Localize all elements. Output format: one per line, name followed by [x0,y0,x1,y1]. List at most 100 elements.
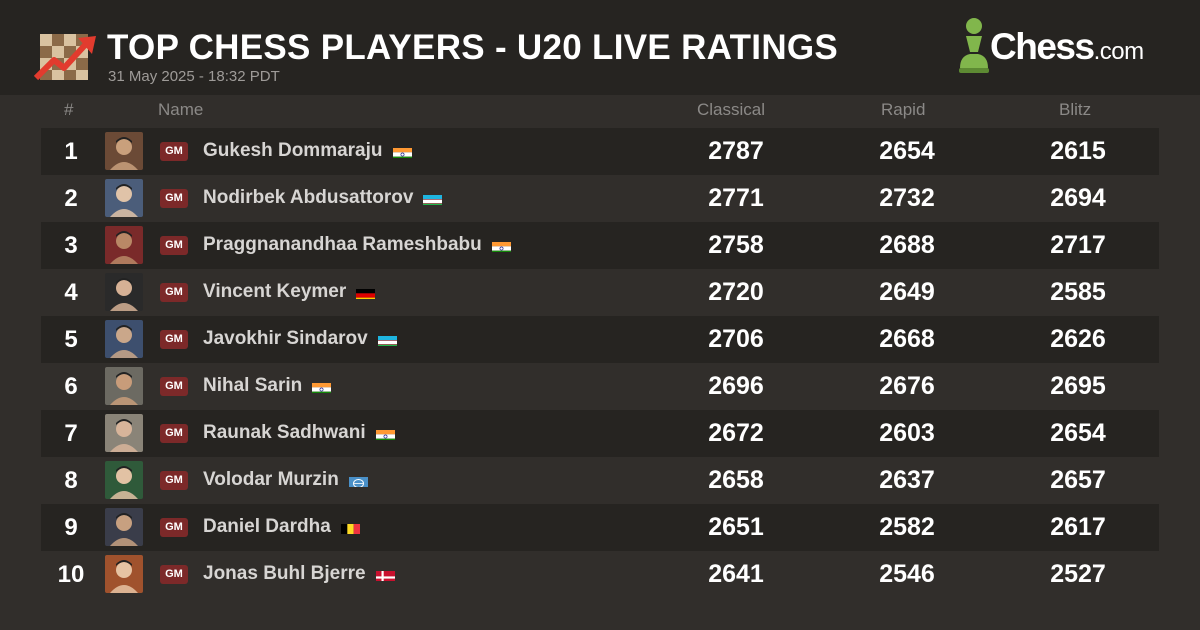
title-badge: GM [160,565,188,584]
country-flag-icon [491,239,511,252]
player-rank: 7 [64,420,78,447]
classical-rating: 2696 [708,372,764,400]
avatar [105,555,143,593]
player-rank: 2 [64,185,78,212]
page-title: TOP CHESS PLAYERS - U20 LIVE RATINGS [107,28,839,67]
title-badge: GM [160,189,188,208]
player-name[interactable]: Nihal Sarin [203,375,332,397]
column-header-blitz: Blitz [1059,100,1092,119]
country-flag-icon [377,333,397,346]
country-flag-icon [423,192,443,205]
classical-rating: 2651 [708,513,764,541]
title-badge: GM [160,283,188,302]
blitz-rating: 2717 [1050,231,1106,259]
rapid-rating: 2649 [879,278,935,306]
avatar [105,367,143,405]
classical-rating: 2787 [708,137,764,165]
blitz-rating: 2654 [1050,419,1106,447]
avatar [105,320,143,358]
title-badge: GM [160,471,188,490]
country-flag-icon [340,521,360,534]
table-row[interactable]: 9 GM Daniel Dardha 2651 2582 2617 [41,504,1159,551]
timestamp: 31 May 2025 - 18:32 PDT [108,68,280,85]
title-badge: GM [160,518,188,537]
title-badge: GM [160,424,188,443]
classical-rating: 2706 [708,325,764,353]
player-rank: 1 [64,138,78,165]
player-name[interactable]: Praggnanandhaa Rameshbabu [203,234,511,256]
classical-rating: 2720 [708,278,764,306]
player-name[interactable]: Javokhir Sindarov [203,328,397,350]
player-name-label: Nodirbek Abdusattorov [203,187,414,208]
country-flag-icon [356,286,376,299]
title-badge: GM [160,142,188,161]
player-name-label: Javokhir Sindarov [203,328,368,349]
player-name[interactable]: Vincent Keymer [203,281,376,303]
player-name[interactable]: Raunak Sadhwani [203,422,395,444]
column-header-classical: Classical [697,100,766,119]
table-row[interactable]: 10 GM Jonas Buhl Bjerre 2641 2546 2527 [41,551,1159,598]
brand-suffix: .com [1093,38,1145,65]
blitz-rating: 2695 [1050,372,1106,400]
blitz-rating: 2617 [1050,513,1106,541]
blitz-rating: 2657 [1050,466,1106,494]
table-row[interactable]: 7 GM Raunak Sadhwani 2672 2603 2654 [41,410,1159,457]
player-name-label: Volodar Murzin [203,469,339,490]
player-name[interactable]: Nodirbek Abdusattorov [203,187,443,209]
blitz-rating: 2585 [1050,278,1106,306]
trend-chart-icon [34,34,96,81]
table-row[interactable]: 6 GM Nihal Sarin 2696 2676 2695 [41,363,1159,410]
brand-logo[interactable]: Chess.com [990,26,1144,68]
avatar [105,273,143,311]
player-rank: 9 [64,514,78,541]
player-name[interactable]: Jonas Buhl Bjerre [203,563,395,585]
player-rank: 4 [64,279,78,306]
player-name[interactable]: Daniel Dardha [203,516,360,538]
player-name-label: Praggnanandhaa Rameshbabu [203,234,482,255]
table-row[interactable]: 4 GM Vincent Keymer 2720 2649 2585 [41,269,1159,316]
rapid-rating: 2582 [879,513,935,541]
classical-rating: 2641 [708,560,764,588]
table-row[interactable]: 5 GM Javokhir Sindarov 2706 2668 2626 [41,316,1159,363]
rapid-rating: 2676 [879,372,935,400]
table-row[interactable]: 2 GM Nodirbek Abdusattorov 2771 2732 269… [41,175,1159,222]
avatar [105,226,143,264]
table-row[interactable]: 3 GM Praggnanandhaa Rameshbabu 2758 2688… [41,222,1159,269]
title-badge: GM [160,377,188,396]
player-rank: 3 [64,232,78,259]
column-header-rank: # [64,100,74,119]
rapid-rating: 2546 [879,560,935,588]
avatar [105,179,143,217]
table-row[interactable]: 8 GM Volodar Murzin 2658 2637 2657 [41,457,1159,504]
blitz-rating: 2694 [1050,184,1106,212]
player-name[interactable]: Volodar Murzin [203,469,368,491]
avatar [105,132,143,170]
rapid-rating: 2654 [879,137,935,165]
player-name-label: Nihal Sarin [203,375,303,396]
rapid-rating: 2603 [879,419,935,447]
avatar [105,508,143,546]
blitz-rating: 2615 [1050,137,1106,165]
brand-name: Chess [990,26,1095,67]
column-header-name: Name [158,100,204,119]
country-flag-icon [392,145,412,158]
avatar [105,414,143,452]
country-flag-icon [312,380,332,393]
pawn-icon [959,18,989,73]
player-name-label: Gukesh Dommaraju [203,140,383,161]
rapid-rating: 2668 [879,325,935,353]
classical-rating: 2771 [708,184,764,212]
player-name-label: Raunak Sadhwani [203,422,366,443]
table-row[interactable]: 1 GM Gukesh Dommaraju 2787 2654 2615 [41,128,1159,175]
player-name[interactable]: Gukesh Dommaraju [203,140,412,162]
rapid-rating: 2688 [879,231,935,259]
rapid-rating: 2637 [879,466,935,494]
classical-rating: 2758 [708,231,764,259]
player-rank: 5 [64,326,78,353]
blitz-rating: 2626 [1050,325,1106,353]
classical-rating: 2672 [708,419,764,447]
player-rank: 8 [64,467,78,494]
country-flag-icon [375,427,395,440]
player-name-label: Vincent Keymer [203,281,347,302]
avatar [105,461,143,499]
